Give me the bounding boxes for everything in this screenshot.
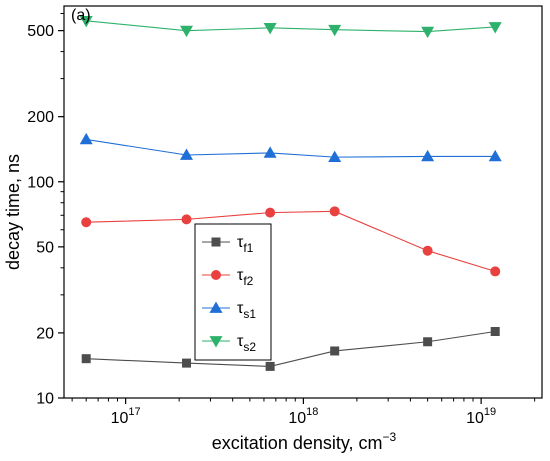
legend-label: τf2 xyxy=(237,267,254,288)
plot-area xyxy=(63,5,543,399)
x-tick-exponent: 19 xyxy=(484,406,496,418)
x-axis-title-text: excitation density, cm xyxy=(212,433,383,453)
y-tick-label: 100 xyxy=(27,174,54,191)
data-point-s1 xyxy=(263,146,277,158)
data-point-s1 xyxy=(180,148,194,160)
legend-marker xyxy=(211,270,221,280)
data-point-f2 xyxy=(490,266,501,277)
data-point-f1 xyxy=(265,361,275,371)
y-tick-label: 10 xyxy=(36,391,54,408)
x-tick-label: 1017 xyxy=(111,406,141,427)
series-f1 xyxy=(81,327,500,371)
legend-item-s2: τs2 xyxy=(202,333,256,354)
legend-item-f2: τf2 xyxy=(202,267,254,288)
data-point-f2 xyxy=(181,214,192,225)
data-point-f2 xyxy=(265,207,276,218)
data-point-s2 xyxy=(328,24,342,37)
y-axis-title: decay time, ns xyxy=(3,154,23,270)
data-point-f2 xyxy=(81,217,92,228)
data-point-s2 xyxy=(263,22,277,35)
legend-subscript: s2 xyxy=(243,340,256,354)
legend-box xyxy=(194,223,272,361)
legend-subscript: s1 xyxy=(243,307,256,321)
data-point-f1 xyxy=(330,346,340,356)
legend-symbol: τ xyxy=(237,267,244,284)
legend-marker xyxy=(209,336,223,348)
data-point-s1 xyxy=(328,150,342,163)
x-axis-title-exponent: −3 xyxy=(383,430,397,444)
legend-item-s1: τs1 xyxy=(202,300,256,321)
data-point-s2 xyxy=(488,22,502,34)
data-point-s2 xyxy=(180,25,194,38)
x-tick-base: 10 xyxy=(288,410,306,427)
legend-subscript: f2 xyxy=(243,274,253,288)
x-tick-exponent: 17 xyxy=(128,406,140,418)
y-tick-label: 500 xyxy=(27,23,54,40)
data-point-f2 xyxy=(422,245,433,256)
series-line-f2 xyxy=(86,210,496,272)
series-layer xyxy=(79,15,502,371)
legend-label: τs1 xyxy=(237,300,256,321)
data-point-f1 xyxy=(423,337,433,347)
x-tick-label: 1018 xyxy=(288,406,318,427)
legend-label: τs2 xyxy=(237,333,256,354)
data-point-s1 xyxy=(488,149,502,162)
legend-label: τf1 xyxy=(237,234,254,255)
x-tick-label: 1019 xyxy=(466,406,496,427)
series-line-s1 xyxy=(86,138,496,158)
series-line-s2 xyxy=(86,20,496,33)
legend-symbol: τ xyxy=(237,234,244,251)
data-point-f1 xyxy=(182,358,192,368)
data-point-s1 xyxy=(421,149,435,162)
y-tick-label: 20 xyxy=(36,325,54,342)
y-tick-label: 50 xyxy=(36,239,54,256)
data-point-f2 xyxy=(329,206,340,217)
legend-subscript: f1 xyxy=(243,241,253,255)
x-axis-title: excitation density, cm−3 xyxy=(212,430,397,453)
series-s2 xyxy=(79,15,502,39)
series-s1 xyxy=(79,132,502,163)
data-point-f1 xyxy=(81,354,91,364)
x-tick-base: 10 xyxy=(111,410,129,427)
legend-symbol: τ xyxy=(237,300,244,317)
x-tick-exponent: 18 xyxy=(306,406,318,418)
x-tick-base: 10 xyxy=(466,410,484,427)
data-point-s2 xyxy=(79,15,93,28)
legend-item-f1: τf1 xyxy=(202,234,254,255)
plot-frame xyxy=(63,5,543,399)
legend-symbol: τ xyxy=(237,333,244,350)
y-tick-label: 200 xyxy=(27,109,54,126)
legend-marker xyxy=(209,301,223,313)
series-line-f1 xyxy=(86,330,496,367)
panel-label: (a) xyxy=(71,7,91,24)
series-f2 xyxy=(81,206,501,277)
data-point-s1 xyxy=(79,132,93,145)
data-point-s2 xyxy=(421,26,435,39)
legend-marker xyxy=(211,237,221,247)
data-point-f1 xyxy=(490,327,500,337)
